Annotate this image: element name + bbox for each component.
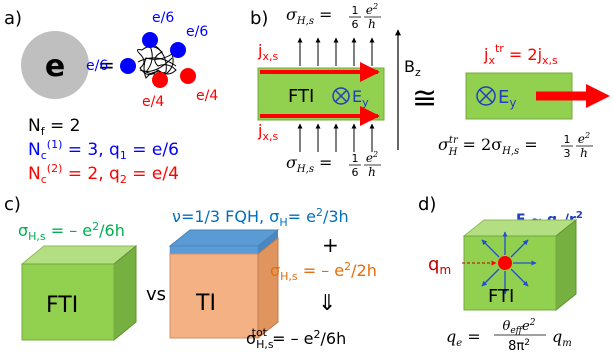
quasiparticle-blue-top [142,32,158,48]
total-sigma-label: σH,stot = – e2/6h [246,326,346,351]
charge-label-top: e/6 [152,10,174,26]
equals-sign: = [98,53,115,77]
fti-cube [20,244,138,342]
fti-slab [257,67,385,121]
charge-label-right: e/6 [186,24,208,40]
ti-sigma-label: σH,s = – e2/2h [270,260,377,283]
qe-numerator: θeffe2 [503,318,536,336]
ti-cube [168,229,280,340]
quasiparticle-red-bottom [152,72,168,88]
fti-label-b: FTI [288,86,314,107]
ey-label: Ey [352,87,369,109]
panel-b: b) σH,s = 1 6 e2 h jx,s FTI Ey [250,2,610,179]
ey-icon-right [476,86,496,106]
sigma-bottom-formula: σH,s = [286,153,332,175]
qe-formula: qe = [446,327,481,349]
qe-denominator: 8π2 [508,338,530,354]
transverse-current-arrowhead [586,84,610,108]
fti-label-c: FTI [46,293,78,318]
h-top: h [368,17,376,31]
electron-label: e [45,49,65,84]
frac-top-num: 1 [352,4,359,17]
tangle-icon [136,44,177,79]
panel-c: c) σH,s = – e2/6h FTI vs ν=1/3 FQH, σH= … [4,194,377,351]
frac-bottom-num: 1 [352,152,359,165]
nc2-line: Nc(2) = 2, q2 = e/4 [28,162,179,186]
panel-a: a) e = e/6 e/6 e/6 e/4 e/4 Nf = 2 Nc(1) … [4,8,218,186]
nf-line: Nf = 2 [28,116,80,138]
charge-label-red-bottom: e/4 [142,94,164,110]
e2-bottom: e2 [366,150,378,165]
j-bottom-label: jx,s [257,121,278,143]
j-top-label: jx,s [257,41,278,63]
panel-d-label: d) [418,194,436,215]
panel-b-label: b) [250,8,268,29]
implies-arrow: ⇓ [318,291,336,316]
charge-label-red-right: e/4 [196,88,218,104]
monopole-dot [498,256,512,270]
fti-label-d: FTI [488,286,514,307]
plus-sign: + [322,233,339,257]
frac-tr-den: 3 [564,147,571,160]
panel-a-label: a) [4,8,22,29]
field-arrows [481,231,537,295]
e2-tr: e2 [578,131,590,146]
top-arrows [297,37,375,66]
panel-c-label: c) [4,194,21,215]
fti-slab-right [465,72,573,120]
h-bottom: h [368,165,376,179]
ey-icon [332,87,350,105]
frac-top-den: 6 [352,18,359,31]
h-tr: h [580,146,588,160]
e2-top: e2 [366,2,378,17]
fti-cube-d [462,218,578,312]
sigma-top-formula: σH,s = [286,5,332,27]
fqh-label: ν=1/3 FQH, σH= e2/3h [172,206,349,229]
ey-label-right: Ey [498,87,516,110]
qe-qm: qm [552,327,572,349]
ti-label: TI [195,291,216,316]
frac-bottom-den: 6 [352,166,359,179]
bz-label: Bz [404,57,421,79]
quasiparticle-blue-right [170,42,186,58]
electron-circle [21,31,89,99]
bottom-arrows [297,123,375,152]
sigma-tr-formula: σtr H = 2σH,s = [438,135,538,158]
vs-label: vs [146,284,166,305]
jtr-label: jxtr = 2jx,s [483,42,558,67]
cong-symbol: ≅ [412,81,437,116]
nc1-line: Nc(1) = 3, q1 = e/6 [28,138,179,162]
quasiparticle-red-right [180,68,196,84]
charge-label-left: e/6 [86,58,108,74]
frac-tr-num: 1 [564,133,571,146]
fti-sigma-label: σH,s = – e2/6h [18,220,125,243]
quasiparticle-blue-left [120,58,136,74]
qm-label: qm [428,254,451,277]
panel-d: d) E ~ qe/r2 qm FTI qe = θef [418,194,583,354]
